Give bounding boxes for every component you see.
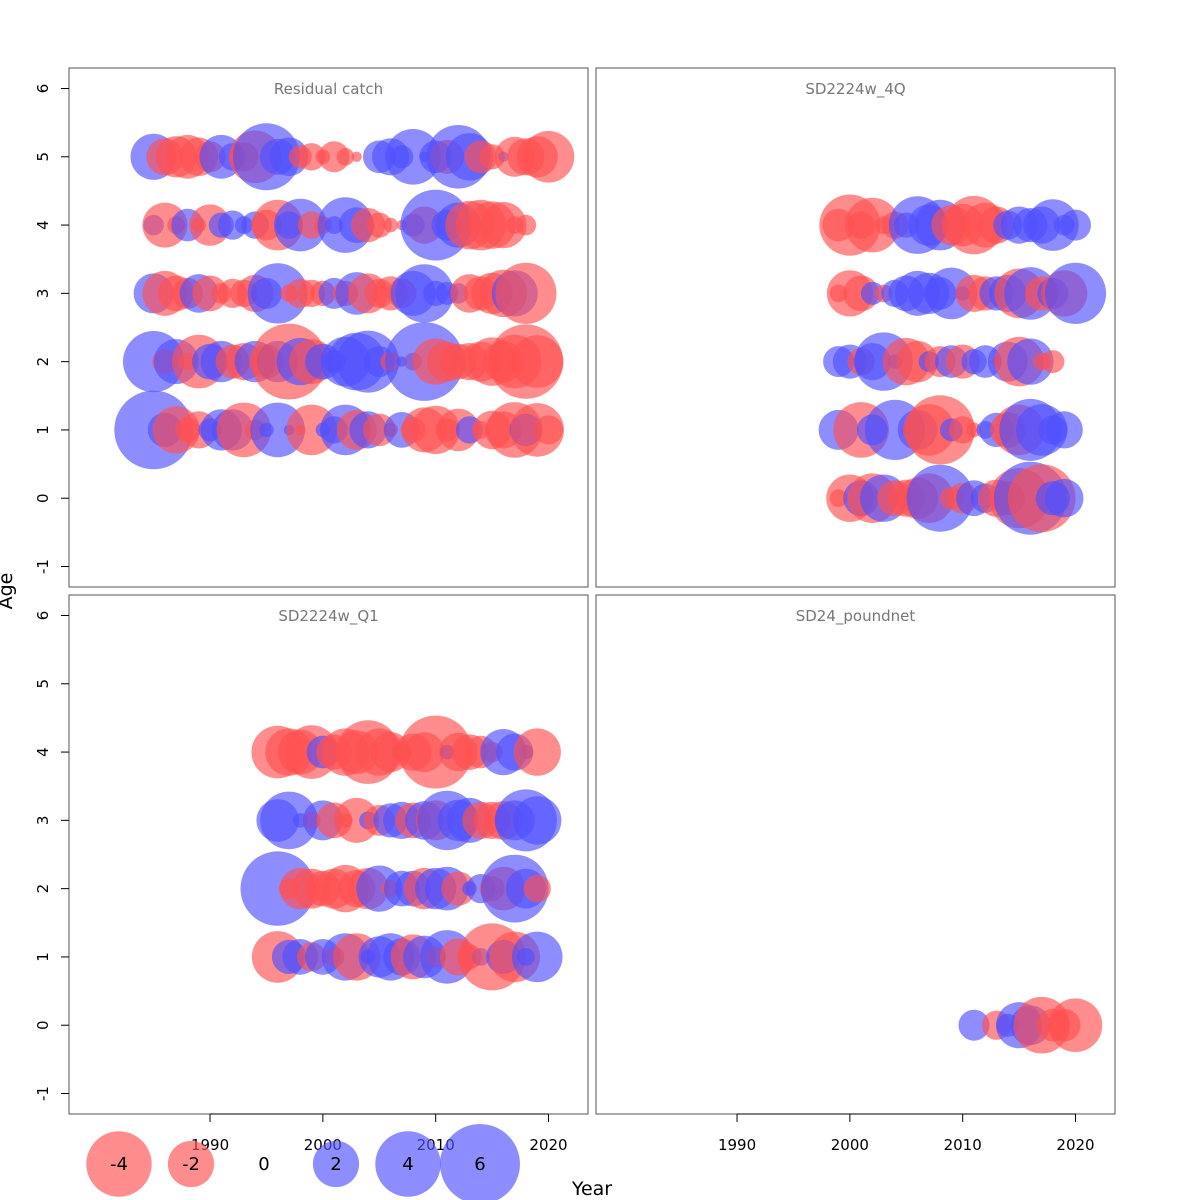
bubble-age2-2018 — [1041, 350, 1065, 374]
legend-bubble — [440, 1124, 520, 1200]
y-tick-label: 0 — [34, 493, 52, 503]
bubble-age1-2019 — [511, 931, 563, 983]
y-tick-label: 5 — [34, 679, 52, 689]
panel-title: Residual catch — [274, 80, 383, 98]
legend-bubble — [167, 1140, 215, 1188]
bubble-age2-2016 — [1007, 338, 1054, 385]
y-tick-label: 5 — [34, 152, 52, 162]
y-tick-label: 1 — [34, 425, 52, 435]
y-tick-label: -1 — [34, 1086, 52, 1101]
x-axis-title: Year — [571, 1178, 612, 1200]
bubble-age3-2003 — [334, 797, 380, 843]
bubble-age2-2019 — [510, 335, 564, 388]
bubble-age4-2002 — [845, 197, 900, 253]
bubble-age4-2018 — [515, 214, 537, 236]
x-tick-label: 2000 — [831, 1136, 869, 1154]
bubble-age1-2020 — [533, 415, 564, 445]
y-tick-label: 3 — [34, 816, 52, 826]
panel-4: SD24_poundnet — [595, 594, 1116, 1115]
panel-title: SD2224w_4Q — [805, 80, 905, 99]
y-tick-label: 2 — [34, 357, 52, 367]
y-tick-label: 6 — [34, 84, 52, 94]
bubble-age2-2006 — [896, 340, 939, 383]
legend-bubble — [375, 1131, 441, 1197]
bubble-age3-1997 — [260, 791, 318, 850]
panel-1: Residual catch — [68, 67, 589, 588]
bubble-age5-2002 — [336, 147, 355, 166]
bubble-age5-1999 — [297, 143, 326, 171]
bubble-age4-2018 — [1027, 199, 1079, 251]
bubble-age0-2011 — [958, 1009, 990, 1041]
bubble-age0-2019 — [1044, 478, 1084, 518]
bubble-age4-2006 — [383, 217, 398, 233]
panel-frame — [68, 67, 589, 588]
bubble-age1-2010 — [949, 416, 977, 444]
legend-bubble — [86, 1131, 152, 1197]
bubble-age3-2019 — [513, 796, 562, 845]
y-tick-label: 4 — [34, 220, 52, 230]
panels: Residual catch SD2224w_4Q SD2224w_Q1 SD24_p… — [68, 67, 1116, 1115]
legend-bubble — [312, 1140, 360, 1188]
bubble-age4-2019 — [513, 728, 561, 776]
bubbles — [114, 123, 575, 470]
bubble-age4-2020 — [1060, 209, 1091, 241]
y-tick-label: 6 — [34, 611, 52, 621]
y-axis-title: Age — [0, 573, 17, 610]
bubble-age4-2016 — [480, 202, 527, 249]
y-tick-label: 0 — [34, 1020, 52, 1030]
y-tick-label: 3 — [34, 289, 52, 299]
bubbles — [818, 194, 1107, 535]
legend-label: 4 — [402, 1154, 413, 1175]
bubble-age2-2012 — [441, 871, 476, 906]
legend-label: -2 — [182, 1154, 200, 1175]
legend-label: 0 — [258, 1154, 269, 1175]
panel-2: SD2224w_4Q — [595, 67, 1116, 588]
x-tick-label: 1990 — [718, 1136, 756, 1154]
bubble-age5-2008 — [385, 129, 441, 185]
panel-frame — [68, 594, 589, 1115]
x-tick-label: 2020 — [1056, 1136, 1094, 1154]
bubbles — [240, 715, 563, 991]
bubble-age5-2003 — [351, 151, 362, 162]
panel-frame — [595, 67, 1116, 588]
y-tick-label: 1 — [34, 952, 52, 962]
bubble-age1-2019 — [1045, 411, 1083, 449]
x-tick-label: 2020 — [529, 1136, 567, 1154]
bubble-age3-1996 — [247, 263, 308, 324]
bubble-age3-2018 — [495, 262, 557, 324]
size-legend: -4 -2 0 2 4 6 — [86, 1124, 520, 1200]
panel-3: SD2224w_Q1 — [68, 594, 589, 1115]
bubble-age4-2005 — [366, 212, 392, 238]
legend-label: 2 — [330, 1154, 341, 1175]
x-tick-label: 2010 — [944, 1136, 982, 1154]
bubble-age3-2020 — [1044, 262, 1107, 324]
bubble-age0-2020 — [1048, 998, 1103, 1052]
bubble-age5-2020 — [522, 131, 575, 183]
bubbles — [958, 996, 1103, 1054]
y-tick-label: -1 — [34, 559, 52, 574]
panel-title: SD24_poundnet — [796, 607, 916, 626]
y-tick-label: 2 — [34, 884, 52, 894]
panel-title: SD2224w_Q1 — [278, 607, 378, 626]
bubble-age2-2019 — [523, 874, 551, 903]
legend-label: 6 — [474, 1154, 485, 1175]
y-tick-label: 4 — [34, 747, 52, 757]
legend-label: -4 — [110, 1154, 128, 1175]
